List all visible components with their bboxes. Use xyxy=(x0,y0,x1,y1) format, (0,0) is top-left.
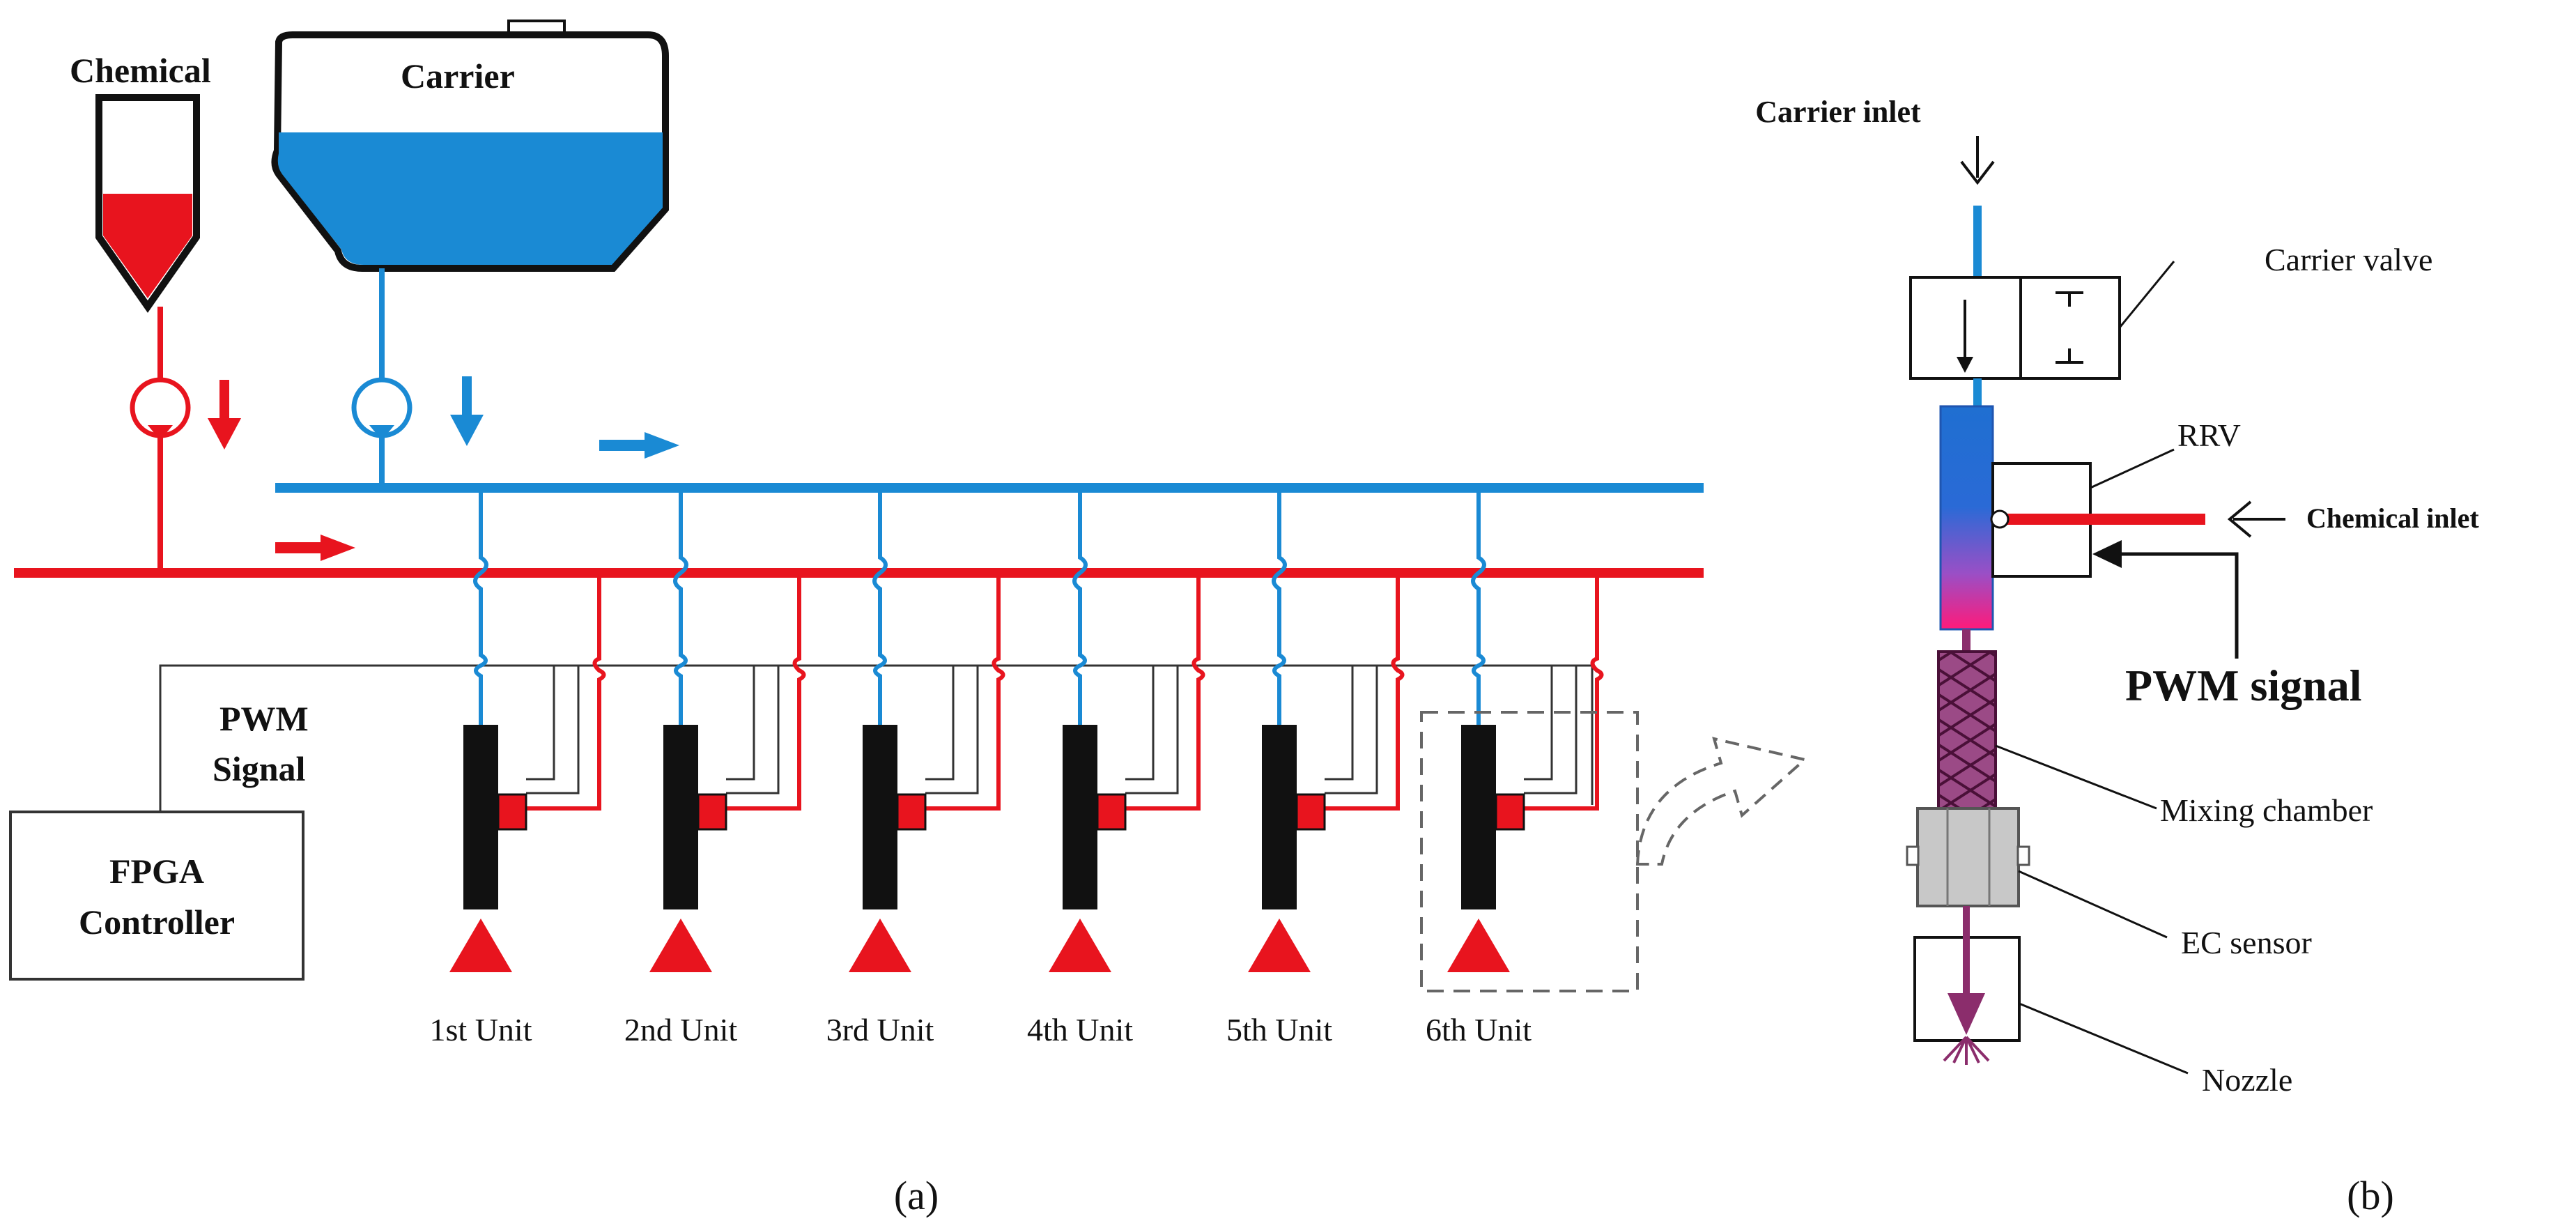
unit-label: 5th Unit xyxy=(1226,1012,1332,1047)
nozzle-icon xyxy=(449,919,512,972)
pwm-branch-line xyxy=(1325,666,1378,794)
carrier-flow-right-arrow-icon xyxy=(599,432,679,459)
chemical-label: Chemical xyxy=(70,51,211,90)
pwm-branch-line xyxy=(526,666,580,794)
carrier-label: Carrier xyxy=(401,56,515,95)
pwm-branch-line xyxy=(726,666,780,794)
carrier-flow-down-arrow-icon xyxy=(450,376,484,446)
rrv-block xyxy=(1096,793,1127,831)
rrv-valve xyxy=(1939,405,2205,631)
carrier-branch-line xyxy=(872,488,888,725)
carrier-valve-label: Carrier valve xyxy=(2265,242,2432,277)
unit-label: 3rd Unit xyxy=(826,1012,934,1047)
carrier-inlet-arrow-icon xyxy=(1960,136,1995,185)
rrv-label: RRV xyxy=(2177,417,2241,453)
chemical-pump xyxy=(130,307,191,571)
rrv-block xyxy=(697,793,727,831)
rrv-block xyxy=(497,793,527,831)
ec-sensor-label: EC sensor xyxy=(2181,925,2312,960)
chemical-inlet-label: Chemical inlet xyxy=(2306,502,2479,534)
spray-units: 1st Unit 2nd Unit 3rd Unit 4th Unit 5th Unit… xyxy=(430,488,1604,1047)
rrv-block xyxy=(896,793,927,831)
nozzle-label: Nozzle xyxy=(2202,1062,2292,1098)
carrier-tank: Carrier xyxy=(271,20,669,272)
nozzle-leader xyxy=(2019,1002,2189,1075)
rrv-block xyxy=(1495,793,1525,831)
nozzle-icon xyxy=(1049,919,1111,972)
ec-sensor-leader xyxy=(2018,870,2168,939)
carrier-branch-line xyxy=(1272,488,1287,725)
valve-body xyxy=(663,725,698,909)
unit-label: 4th Unit xyxy=(1027,1012,1133,1047)
spray-unit: 2nd Unit xyxy=(624,488,806,1047)
rrv-block xyxy=(1295,793,1326,831)
valve-body xyxy=(863,725,897,909)
chemical-flow-right-arrow-icon xyxy=(275,535,355,561)
mixing-chamber xyxy=(1937,650,1997,810)
chemical-branch-line xyxy=(1325,573,1405,811)
carrier-valve xyxy=(1909,276,2121,380)
carrier-branch-line xyxy=(473,488,488,725)
unit-label: 6th Unit xyxy=(1426,1012,1532,1047)
panel-b: Carrier inlet Carrier valve xyxy=(1755,95,2479,1218)
unit-label: 2nd Unit xyxy=(624,1012,738,1047)
nozzle-icon xyxy=(849,919,911,972)
ec-sensor xyxy=(1906,807,2030,907)
mixing-chamber-label: Mixing chamber xyxy=(2160,792,2373,828)
carrier-inlet-label: Carrier inlet xyxy=(1755,95,1921,129)
unit-label: 1st Unit xyxy=(430,1012,532,1047)
spray-unit: 5th Unit xyxy=(1226,488,1405,1047)
nozzle-icon xyxy=(1248,919,1311,972)
nozzle xyxy=(1913,906,2021,1065)
pwm-branch-line xyxy=(1524,666,1578,794)
pwm-label-line1: PWM xyxy=(219,699,309,738)
carrier-branch-line xyxy=(673,488,688,725)
nozzle-icon xyxy=(1447,919,1510,972)
controller-label-line2: Controller xyxy=(79,903,235,942)
valve-body xyxy=(463,725,498,909)
carrier-valve-leader xyxy=(2118,261,2175,328)
controller-label-line1: FPGA xyxy=(109,852,204,891)
panel-a: Chemical Carrier xyxy=(9,20,1808,1218)
pwm-branch-line xyxy=(925,666,979,794)
chemical-branch-line xyxy=(526,573,606,811)
nozzle-icon xyxy=(649,919,712,972)
pwm-branch-line xyxy=(1125,666,1179,794)
valve-body xyxy=(1063,725,1097,909)
valve-body xyxy=(1461,725,1496,909)
carrier-branch-line xyxy=(1072,488,1088,725)
callout-arrow-icon xyxy=(1635,737,1808,866)
chemical-branch-line xyxy=(925,573,1005,811)
caption-b: (b) xyxy=(2347,1173,2394,1218)
caption-a: (a) xyxy=(894,1173,939,1218)
valve-body xyxy=(1262,725,1297,909)
pwm-label-line2: Signal xyxy=(213,749,306,788)
spray-unit: 1st Unit xyxy=(430,488,606,1047)
spray-unit: 6th Unit xyxy=(1426,488,1604,1047)
chemical-tank: Chemical xyxy=(70,51,211,313)
pwm-signal-label: PWM signal xyxy=(2125,661,2362,710)
detail-highlight-box xyxy=(1420,711,1639,992)
spray-unit: 4th Unit xyxy=(1027,488,1205,1047)
spray-unit: 3rd Unit xyxy=(826,488,1005,1047)
chemical-branch-line xyxy=(1125,573,1205,811)
chemical-branch-line xyxy=(1524,573,1604,811)
fpga-controller: FPGA Controller xyxy=(9,811,304,981)
chemical-inlet-arrow-icon xyxy=(2227,500,2285,538)
pwm-signal-arrow-icon xyxy=(2092,540,2239,659)
carrier-branch-line xyxy=(1471,488,1486,725)
chemical-branch-line xyxy=(726,573,806,811)
carrier-pump xyxy=(351,268,412,488)
rrv-leader xyxy=(2090,448,2175,489)
mixing-chamber-leader xyxy=(1995,744,2157,810)
chemical-flow-down-arrow-icon xyxy=(208,380,241,450)
